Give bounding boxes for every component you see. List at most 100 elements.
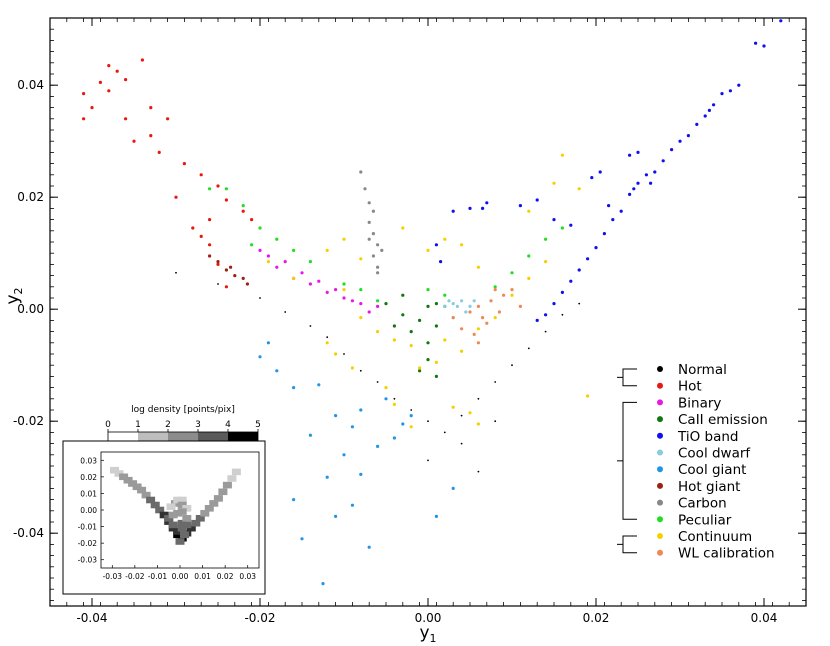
data-point-hot-giant xyxy=(216,260,220,264)
heatmap-cell xyxy=(137,486,147,494)
legend-label: TiO band xyxy=(677,429,738,445)
y-tick-label: 0.02 xyxy=(17,190,44,204)
data-point-tio-band xyxy=(644,173,649,177)
heatmap-cell xyxy=(177,508,187,515)
legend-label: Binary xyxy=(678,395,721,411)
data-point-cool-giant xyxy=(292,386,296,390)
data-point-tio-band xyxy=(628,153,632,157)
data-point-caii-emission xyxy=(434,324,438,328)
data-point-hot xyxy=(216,184,220,188)
main-axis-ticks: -0.04 -0.02 0.00 0.02 0.04 -0.04 -0.02 0.00 0.02… xyxy=(13,17,807,625)
data-point-hot xyxy=(82,117,86,121)
heatmap-cell xyxy=(173,496,183,504)
data-point-cool-giant xyxy=(409,414,413,418)
legend-marker xyxy=(657,382,663,389)
data-point-wl-calibration xyxy=(451,316,455,320)
heatmap-cell xyxy=(204,505,214,512)
x-axis-label: y1 xyxy=(419,623,436,645)
data-point-tio-band xyxy=(779,19,783,23)
data-point-peculiar xyxy=(359,288,363,292)
data-point-cool-giant xyxy=(451,486,455,490)
data-point-tio-band xyxy=(602,232,607,236)
data-point-hot xyxy=(132,139,136,143)
data-point-tio-band xyxy=(670,148,674,152)
legend-marker xyxy=(657,533,663,539)
data-point-hot-giant xyxy=(241,276,245,280)
inset-y-tick-label: -0.02 xyxy=(78,539,98,548)
y-axis-label-subscript: 2 xyxy=(12,287,25,294)
data-point-continuum xyxy=(409,344,413,348)
data-point-normal xyxy=(410,409,413,411)
data-point-binary xyxy=(376,304,380,308)
data-point-carbon xyxy=(359,170,363,174)
data-point-tio-band xyxy=(754,41,758,45)
data-point-cool-giant xyxy=(359,472,363,476)
data-point-peculiar xyxy=(308,260,312,264)
data-point-tio-band xyxy=(636,181,640,185)
data-point-continuum xyxy=(334,352,338,356)
data-point-caii-emission xyxy=(418,318,422,322)
data-point-normal xyxy=(376,381,379,383)
data-point-peculiar xyxy=(250,243,254,247)
data-point-cool-dwarf xyxy=(443,304,447,308)
data-point-hot xyxy=(208,218,212,222)
data-point-wl-calibration xyxy=(481,316,485,320)
y-tick-label: -0.04 xyxy=(13,526,44,540)
data-point-tio-band xyxy=(628,192,632,196)
inset-y-tick-label: 0.01 xyxy=(80,489,97,498)
data-point-caii-emission xyxy=(384,302,388,306)
data-point-peculiar xyxy=(241,204,245,208)
data-point-hot-giant xyxy=(229,265,233,269)
data-point-continuum xyxy=(342,288,346,292)
heatmap-cell xyxy=(209,500,219,507)
data-point-continuum xyxy=(451,405,455,409)
data-point-peculiar xyxy=(275,237,279,241)
legend-marker xyxy=(657,482,663,489)
data-point-hot xyxy=(124,117,128,121)
data-point-tio-band xyxy=(535,198,539,202)
data-point-carbon xyxy=(376,243,380,247)
data-point-continuum xyxy=(418,366,422,370)
data-point-cool-giant xyxy=(359,408,363,412)
data-point-normal xyxy=(326,336,329,339)
legend-marker xyxy=(657,499,663,506)
data-point-carbon xyxy=(380,248,384,252)
data-point-peculiar xyxy=(443,293,447,297)
data-point-wl-calibration xyxy=(460,327,464,331)
data-point-tio-band xyxy=(737,83,741,87)
data-point-normal xyxy=(494,381,497,383)
legend-bracket xyxy=(622,535,637,554)
data-point-continuum xyxy=(392,338,396,342)
data-point-tio-band xyxy=(586,257,590,261)
heatmap-cell xyxy=(180,531,189,539)
legend-label: Hot giant xyxy=(678,479,740,495)
data-point-cool-giant xyxy=(392,436,396,440)
data-point-tio-band xyxy=(485,201,489,205)
data-point-caii-emission xyxy=(401,293,405,297)
data-point-tio-band xyxy=(695,122,699,126)
data-point-peculiar xyxy=(426,288,430,292)
data-point-cool-giant xyxy=(334,514,338,519)
data-point-continuum xyxy=(527,276,531,280)
data-point-wl-calibration xyxy=(493,288,497,292)
data-point-tio-band xyxy=(712,103,716,107)
data-point-continuum xyxy=(527,209,531,213)
heatmap-cell xyxy=(195,515,205,522)
x-tick-label: 0.04 xyxy=(751,611,778,625)
legend-label: Cool giant xyxy=(678,462,746,478)
data-point-cool-giant xyxy=(317,383,321,387)
data-point-cool-giant xyxy=(376,444,380,448)
inset-axis-ticks: -0.03 -0.02 -0.01 0.00 0.01 0.02 0.030.030.020… xyxy=(78,456,257,581)
data-point-continuum xyxy=(434,360,438,364)
legend-label: WL calibration xyxy=(678,546,775,562)
data-point-hot xyxy=(224,285,228,289)
data-point-cool-giant xyxy=(258,355,262,359)
data-point-cool-dwarf xyxy=(468,304,472,308)
inset-x-tick-label: 0.02 xyxy=(217,572,234,581)
heatmap-cell xyxy=(119,473,129,481)
data-point-hot xyxy=(98,80,102,84)
data-point-normal xyxy=(477,470,480,473)
data-point-binary xyxy=(275,265,279,269)
data-point-caii-emission xyxy=(434,302,438,306)
